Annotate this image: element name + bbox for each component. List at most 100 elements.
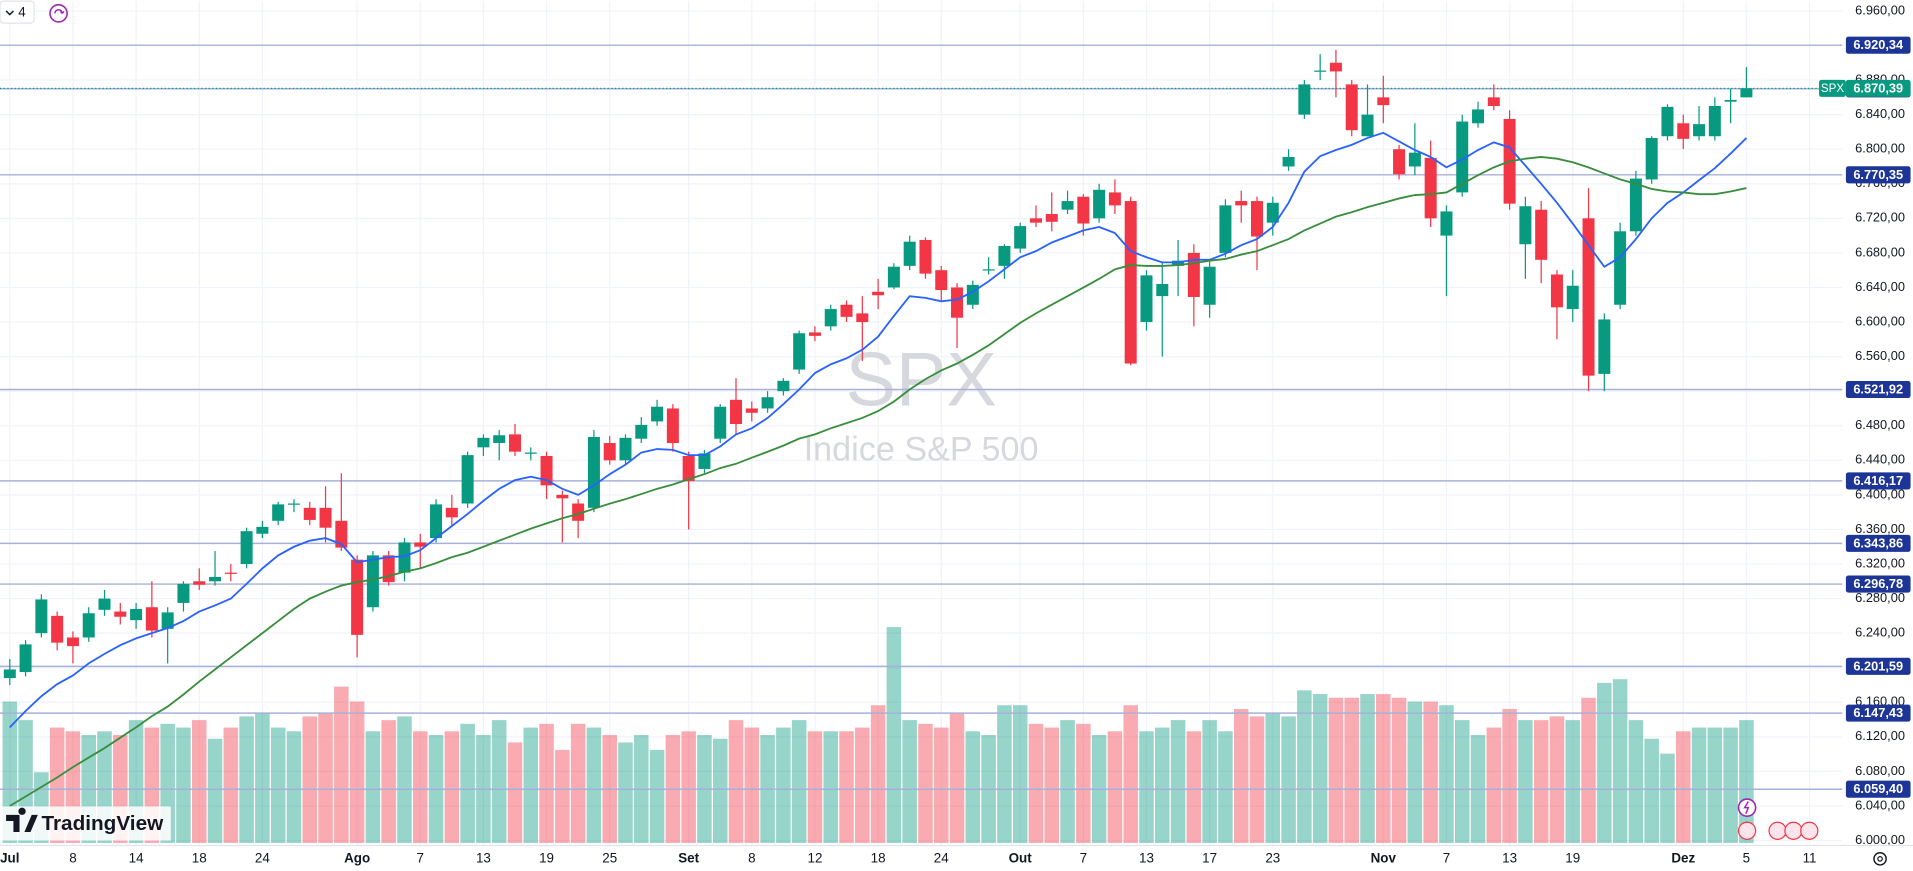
candle-body — [319, 507, 332, 528]
volume-bar — [855, 727, 870, 843]
ma-line — [9, 131, 1748, 728]
candle-body — [272, 504, 285, 521]
candle-body — [903, 241, 916, 266]
volume-bar — [1281, 716, 1296, 843]
volume-bar — [791, 720, 807, 843]
interval-box[interactable] — [0, 0, 35, 24]
flag-icon[interactable] — [1800, 821, 1819, 840]
candle-body — [145, 607, 158, 631]
logo: TradingView — [0, 806, 171, 841]
level-label: 6.147,43 — [1853, 705, 1903, 720]
candle-body — [461, 455, 474, 504]
candle-body — [1108, 192, 1121, 206]
candles — [3, 49, 1753, 685]
candle-body — [698, 453, 711, 469]
interval-button[interactable]: 4 — [0, 0, 35, 24]
candle-body — [982, 269, 995, 271]
y-tick-label: 6.320,00 — [1855, 555, 1905, 570]
settings-icon[interactable] — [1873, 852, 1887, 866]
volume-bar — [1076, 723, 1091, 843]
volume-bar — [302, 716, 318, 843]
volume-bar — [1170, 720, 1186, 843]
level-label: 6.296,78 — [1853, 576, 1903, 591]
volume-bar — [776, 727, 791, 843]
level-label-box — [1845, 36, 1911, 54]
x-tick-label: 7 — [1080, 850, 1087, 865]
volume-bar — [1581, 697, 1596, 843]
candle-body — [1156, 284, 1169, 297]
candle-body — [414, 542, 427, 547]
volume-bar — [207, 738, 223, 843]
candle-body — [1693, 124, 1706, 137]
volume-bar — [902, 720, 917, 843]
level-label-box — [1845, 380, 1911, 399]
x-tick-label: 19 — [1565, 850, 1580, 865]
candle-body — [1282, 156, 1295, 167]
volume-bar — [1439, 705, 1454, 843]
candle-body — [1708, 105, 1721, 137]
candle-body — [1724, 99, 1737, 102]
candle-body — [256, 526, 269, 534]
level-label-box — [1845, 575, 1911, 593]
volume-bar — [1376, 694, 1391, 843]
x-tick-label: 11 — [1803, 850, 1817, 865]
candle-body — [808, 332, 821, 336]
level-label: 6.343,86 — [1853, 535, 1903, 550]
candle-body — [351, 559, 364, 635]
candle-body — [1045, 214, 1058, 222]
candle-body — [1377, 97, 1390, 106]
candle-body — [824, 309, 837, 327]
refresh-icon[interactable] — [49, 4, 68, 23]
volume-bar — [460, 723, 475, 843]
candle-body — [1393, 149, 1406, 175]
y-tick-label: 6.040,00 — [1855, 797, 1905, 812]
volume-bar — [239, 716, 254, 843]
candle-body — [572, 503, 585, 521]
candle-body — [177, 583, 190, 603]
candle-body — [1061, 201, 1074, 210]
refresh-ring[interactable] — [49, 4, 68, 23]
candle-body — [887, 266, 900, 288]
volume-bar — [1297, 690, 1312, 843]
candle-body — [935, 270, 948, 291]
candle-body — [430, 504, 443, 539]
volume-bar — [1454, 720, 1470, 843]
event-icons[interactable] — [1737, 798, 1819, 840]
volume-bar — [949, 712, 965, 843]
candle-body — [651, 406, 664, 422]
volume-bar — [1044, 727, 1060, 843]
volume-bar — [681, 731, 696, 843]
candle-body — [51, 615, 64, 643]
level-label-box — [1845, 534, 1911, 552]
level-label-box — [1845, 166, 1911, 184]
flag-icon[interactable] — [1768, 821, 1787, 840]
x-tick-label: Ago — [344, 850, 370, 865]
candle-body — [1424, 157, 1437, 219]
y-tick-label: 6.960,00 — [1855, 2, 1905, 17]
x-tick-label: Out — [1009, 850, 1033, 865]
volume-bar — [839, 731, 854, 843]
y-tick-label: 6.640,00 — [1855, 279, 1905, 294]
volume-bar — [1265, 712, 1281, 843]
candle-body — [840, 304, 853, 317]
flag-icon[interactable] — [1737, 821, 1757, 840]
volume-bar — [1360, 694, 1375, 843]
y-tick-label: 6.000,00 — [1855, 832, 1905, 847]
candle-body — [966, 284, 979, 305]
volume-bar — [649, 749, 665, 843]
watermark-name: Indice S&P 500 — [804, 430, 1039, 468]
flag-icon[interactable] — [1784, 821, 1803, 840]
y-tick-label: 6.240,00 — [1855, 625, 1905, 640]
volume-bar — [1518, 720, 1533, 843]
candle-body — [919, 239, 932, 274]
gear[interactable] — [1873, 852, 1887, 866]
volume-bar — [397, 716, 412, 843]
candle-body — [540, 455, 553, 486]
volume-bar — [507, 742, 523, 843]
volume-bar — [1675, 731, 1691, 843]
candle-body — [19, 644, 32, 673]
volume-bar — [1328, 697, 1344, 843]
